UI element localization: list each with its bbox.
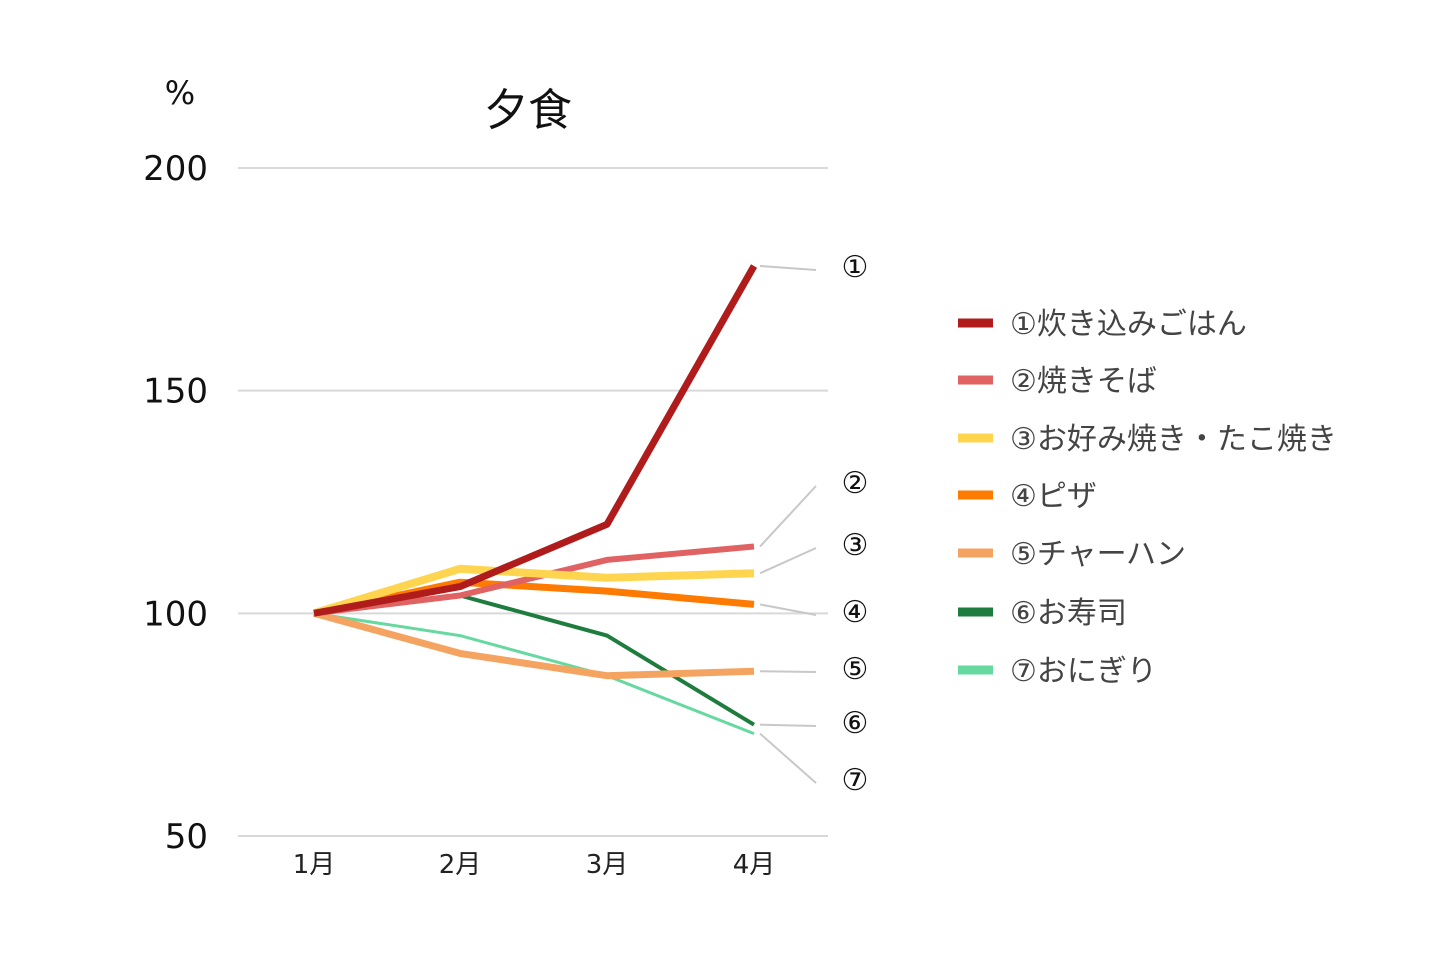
y-axis-ticks: 50 100 150 200 <box>143 149 208 857</box>
legend-entry-3: ③お好み焼き・たこ焼き <box>1010 422 1337 457</box>
series-lines <box>312 264 758 735</box>
x-tick-label: 1月 <box>293 850 336 880</box>
leader-line-3 <box>759 547 817 575</box>
chart-title: 夕食 <box>484 85 572 136</box>
series-end-label-2: ② <box>842 466 869 501</box>
series-line-7 <box>313 611 755 735</box>
leader-line-6 <box>759 723 817 727</box>
series-line-3 <box>312 564 755 618</box>
series-end-labels: ① ② ③ ④ ⑤ ⑥ ⑦ <box>842 250 869 798</box>
leader-line-1 <box>759 264 817 271</box>
y-tick-label-200: 200 <box>143 149 208 189</box>
y-tick-label-50: 50 <box>165 817 208 857</box>
series-line-6 <box>313 593 756 727</box>
x-tick-label: 3月 <box>586 850 629 880</box>
gridlines <box>238 167 828 837</box>
series-end-label-1: ① <box>842 250 869 285</box>
series-line-2 <box>313 543 755 617</box>
y-tick-label-150: 150 <box>143 372 208 412</box>
series-end-label-3: ③ <box>842 528 869 563</box>
series-end-label-6: ⑥ <box>842 706 869 741</box>
leader-line-7 <box>759 732 817 784</box>
series-line-1 <box>313 264 758 617</box>
legend-entry-4: ④ピザ <box>1010 479 1097 514</box>
x-tick-label: 4月 <box>733 850 776 880</box>
y-axis-unit-label: % <box>165 74 195 112</box>
legend: ①炊き込みごはん ②焼きそば ③お好み焼き・たこ焼き ④ピザ ⑤チャーハン ⑥お寿司 ⑦おに… <box>958 307 1337 689</box>
legend-entry-5: ⑤チャーハン <box>1010 537 1186 572</box>
legend-entry-2: ②焼きそば <box>1010 364 1157 399</box>
legend-entry-7: ⑦おにぎり <box>1010 654 1157 689</box>
series-end-label-5: ⑤ <box>842 652 869 687</box>
x-tick-label: 2月 <box>439 850 482 880</box>
end-label-leader-lines <box>759 264 817 784</box>
x-axis-ticks: 1月 2月 3月 4月 <box>293 850 776 880</box>
series-line-5 <box>313 609 755 680</box>
leader-line-5 <box>759 670 817 673</box>
legend-entry-6: ⑥お寿司 <box>1010 596 1127 631</box>
leader-line-2 <box>759 485 817 548</box>
y-tick-label-100: 100 <box>143 594 208 634</box>
series-end-label-4: ④ <box>842 595 869 630</box>
series-end-label-7: ⑦ <box>842 763 869 798</box>
legend-entry-1: ①炊き込みごはん <box>1010 307 1247 342</box>
leader-line-4 <box>759 603 817 616</box>
